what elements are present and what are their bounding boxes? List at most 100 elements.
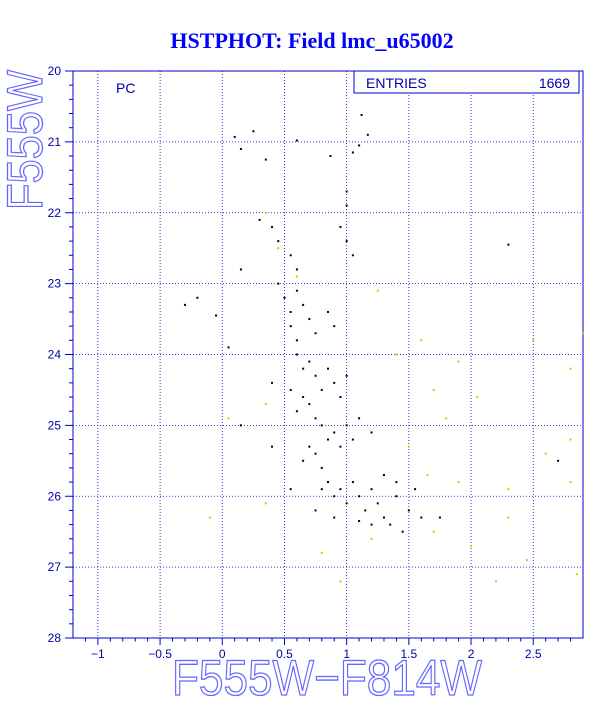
data-point: [507, 488, 510, 491]
data-point: [370, 488, 373, 491]
x-tick-label: 2: [468, 647, 475, 661]
data-point: [438, 516, 441, 519]
data-point: [289, 325, 292, 328]
y-tick-label: 23: [48, 277, 62, 291]
data-point: [327, 481, 329, 484]
y-axis-title: F555W: [0, 69, 53, 210]
pc-annotation: PC: [116, 80, 135, 96]
x-tick-label: 1: [343, 647, 350, 661]
data-point: [314, 452, 317, 455]
data-point: [364, 509, 367, 512]
data-point: [569, 438, 572, 441]
y-tick-label: 22: [48, 206, 62, 220]
data-point: [395, 353, 398, 356]
data-point: [339, 225, 342, 228]
data-point: [302, 459, 305, 462]
data-point: [208, 516, 211, 519]
y-tick-label: 24: [48, 348, 62, 362]
data-point: [457, 360, 460, 363]
data-point: [476, 396, 479, 399]
data-point: [320, 424, 323, 427]
stats-box: ENTRIES 1669: [353, 70, 580, 94]
data-point: [457, 481, 460, 484]
data-point: [264, 158, 267, 161]
data-point: [358, 495, 361, 498]
data-point: [389, 523, 392, 526]
data-point: [215, 314, 218, 317]
data-point: [345, 374, 348, 377]
data-point: [345, 240, 348, 243]
data-point: [183, 303, 186, 306]
y-tick-label: 21: [48, 135, 62, 149]
data-point: [575, 573, 578, 576]
data-point: [339, 396, 342, 399]
data-point: [370, 431, 373, 434]
data-point: [271, 225, 274, 228]
data-point: [314, 417, 317, 420]
x-tick-label: 2.5: [525, 647, 542, 661]
data-point: [569, 481, 572, 484]
data-point: [407, 445, 410, 448]
data-point: [264, 502, 267, 505]
data-point: [333, 495, 336, 498]
data-point: [239, 147, 242, 150]
data-point: [345, 502, 348, 505]
data-point: [289, 310, 292, 313]
y-tick-label: 27: [48, 560, 62, 574]
data-point: [302, 303, 305, 306]
data-point: [345, 204, 348, 207]
data-point: [314, 509, 317, 512]
x-tick-label: −0.5: [148, 647, 172, 661]
data-point: [370, 523, 373, 526]
x-tick-label: −1: [91, 647, 105, 661]
data-point: [370, 537, 373, 540]
y-tick-label: 25: [48, 418, 62, 432]
data-point: [360, 113, 363, 116]
stats-box-frame: [353, 70, 580, 94]
data-point: [351, 438, 354, 441]
data-point: [414, 488, 417, 491]
data-point: [289, 488, 292, 491]
x-tick-label: 0: [219, 647, 226, 661]
data-point: [264, 403, 267, 406]
y-tick-label: 20: [48, 64, 62, 78]
data-point: [327, 438, 329, 441]
data-point: [345, 190, 348, 193]
data-point: [407, 509, 410, 512]
data-point: [339, 488, 342, 491]
data-point: [295, 289, 298, 292]
data-point: [569, 367, 572, 370]
chart-title: HSTPHOT: Field lmc_u65002: [170, 28, 453, 53]
data-point: [351, 481, 354, 484]
x-axis-title: F555W−F814W: [172, 650, 483, 706]
data-point: [507, 243, 510, 246]
data-point: [382, 516, 385, 519]
data-point: [320, 466, 323, 469]
data-point: [277, 240, 280, 243]
data-point: [526, 559, 529, 562]
data-points: [183, 113, 584, 583]
data-point: [420, 516, 423, 519]
data-point: [277, 247, 280, 250]
data-point: [327, 367, 329, 370]
data-point: [395, 495, 398, 498]
data-point: [329, 155, 332, 158]
stats-value: 1669: [539, 75, 570, 91]
data-point: [339, 580, 342, 583]
data-point: [507, 516, 510, 519]
data-point: [302, 396, 305, 399]
data-point: [339, 445, 342, 448]
data-point: [327, 310, 329, 313]
data-point: [432, 388, 435, 391]
data-point: [308, 403, 311, 406]
data-point: [358, 417, 361, 420]
data-point: [445, 417, 448, 420]
data-point: [320, 488, 323, 491]
data-point: [395, 481, 398, 484]
data-point: [295, 339, 298, 342]
data-point: [295, 139, 298, 142]
data-point: [277, 282, 280, 285]
data-point: [376, 502, 379, 505]
